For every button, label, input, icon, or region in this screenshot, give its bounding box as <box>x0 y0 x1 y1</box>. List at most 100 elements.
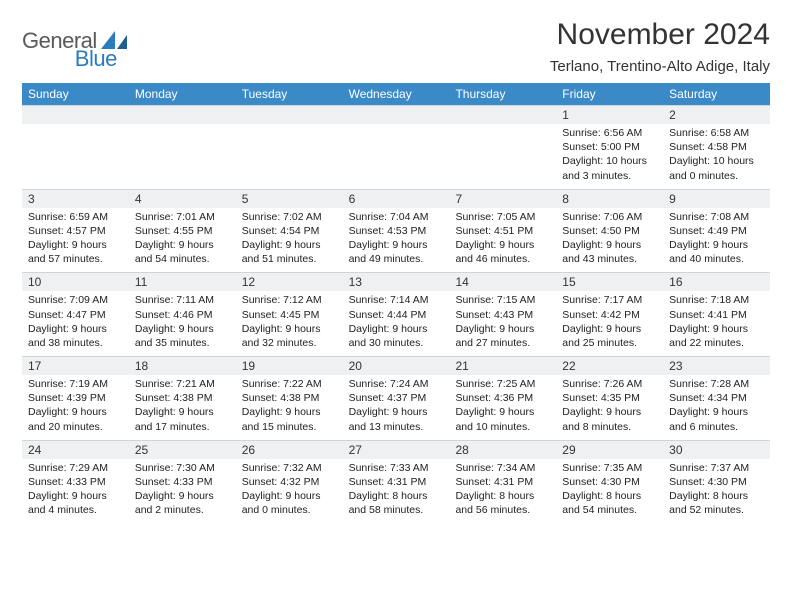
day-number: 26 <box>236 441 343 459</box>
day-cell: 8Sunrise: 7:06 AMSunset: 4:50 PMDaylight… <box>556 189 663 273</box>
day-cell: 15 Sunrise: 7:17 AMSunset: 4:42 PMDayligh… <box>556 272 663 356</box>
week-row: 1 Sunrise: 6:56 AMSunset: 5:00 PMDaylight… <box>22 105 770 189</box>
day-number: 14 <box>449 273 556 291</box>
day-cell: 18 Sunrise: 7:21 AMSunset: 4:38 PMDayligh… <box>129 356 236 440</box>
day-info: Sunrise: 7:35 AMSunset: 4:30 PMDaylight:… <box>562 461 657 518</box>
day-info: Sunrise: 7:15 AMSunset: 4:43 PMDaylight:… <box>455 293 550 350</box>
day-cell: 21 Sunrise: 7:25 AMSunset: 4:36 PMDayligh… <box>449 356 556 440</box>
week-row: 24 Sunrise: 7:29 AMSunset: 4:33 PMDayligh… <box>22 440 770 524</box>
day-cell: 26 Sunrise: 7:32 AMSunset: 4:32 PMDayligh… <box>236 440 343 524</box>
day-number: 21 <box>449 357 556 375</box>
day-number <box>129 106 236 124</box>
dow-cell: Monday <box>129 83 236 105</box>
day-cell: 9 Sunrise: 7:08 AMSunset: 4:49 PMDaylight… <box>663 189 770 273</box>
day-number: 4 <box>129 190 236 208</box>
day-info: Sunrise: 7:37 AMSunset: 4:30 PMDaylight:… <box>669 461 764 518</box>
day-info: Sunrise: 7:21 AMSunset: 4:38 PMDaylight:… <box>135 377 230 434</box>
day-info: Sunrise: 7:09 AMSunset: 4:47 PMDaylight:… <box>28 293 123 350</box>
day-cell: 17Sunrise: 7:19 AMSunset: 4:39 PMDayligh… <box>22 356 129 440</box>
day-info: Sunrise: 7:06 AMSunset: 4:50 PMDaylight:… <box>562 210 657 267</box>
day-cell: 3 Sunrise: 6:59 AMSunset: 4:57 PMDaylight… <box>22 189 129 273</box>
day-number: 28 <box>449 441 556 459</box>
day-number: 15 <box>556 273 663 291</box>
day-cell: 7 Sunrise: 7:05 AMSunset: 4:51 PMDaylight… <box>449 189 556 273</box>
day-number: 27 <box>343 441 450 459</box>
day-number: 19 <box>236 357 343 375</box>
day-number: 5 <box>236 190 343 208</box>
day-number: 2 <box>663 106 770 124</box>
location: Terlano, Trentino-Alto Adige, Italy <box>550 58 770 75</box>
day-info: Sunrise: 7:33 AMSunset: 4:31 PMDaylight:… <box>349 461 444 518</box>
day-cell: 16 Sunrise: 7:18 AMSunset: 4:41 PMDayligh… <box>663 272 770 356</box>
day-number: 11 <box>129 273 236 291</box>
day-number: 29 <box>556 441 663 459</box>
day-cell <box>236 105 343 189</box>
day-info: Sunrise: 7:01 AMSunset: 4:55 PMDaylight:… <box>135 210 230 267</box>
day-cell <box>22 105 129 189</box>
day-cell <box>343 105 450 189</box>
day-info: Sunrise: 7:25 AMSunset: 4:36 PMDaylight:… <box>455 377 550 434</box>
day-number <box>449 106 556 124</box>
dow-cell: Sunday <box>22 83 129 105</box>
day-cell: 1 Sunrise: 6:56 AMSunset: 5:00 PMDaylight… <box>556 105 663 189</box>
day-info: Sunrise: 7:29 AMSunset: 4:33 PMDaylight:… <box>28 461 123 518</box>
day-number: 13 <box>343 273 450 291</box>
day-info: Sunrise: 7:28 AMSunset: 4:34 PMDaylight:… <box>669 377 764 434</box>
day-info: Sunrise: 6:58 AMSunset: 4:58 PMDaylight:… <box>669 126 764 183</box>
day-cell <box>129 105 236 189</box>
header: General Blue November 2024 Terlano, Tren… <box>22 18 770 75</box>
dow-cell: Thursday <box>449 83 556 105</box>
day-cell: 13 Sunrise: 7:14 AMSunset: 4:44 PMDayligh… <box>343 272 450 356</box>
calendar: SundayMondayTuesdayWednesdayThursdayFrid… <box>22 83 770 523</box>
day-number: 1 <box>556 106 663 124</box>
month-title: November 2024 <box>550 18 770 52</box>
day-cell: 6Sunrise: 7:04 AMSunset: 4:53 PMDaylight… <box>343 189 450 273</box>
day-cell: 22 Sunrise: 7:26 AMSunset: 4:35 PMDayligh… <box>556 356 663 440</box>
day-cell: 2 Sunrise: 6:58 AMSunset: 4:58 PMDaylight… <box>663 105 770 189</box>
dow-cell: Saturday <box>663 83 770 105</box>
day-of-week-header: SundayMondayTuesdayWednesdayThursdayFrid… <box>22 83 770 105</box>
day-cell <box>449 105 556 189</box>
day-cell: 23 Sunrise: 7:28 AMSunset: 4:34 PMDayligh… <box>663 356 770 440</box>
day-cell: 30Sunrise: 7:37 AMSunset: 4:30 PMDayligh… <box>663 440 770 524</box>
day-cell: 24 Sunrise: 7:29 AMSunset: 4:33 PMDayligh… <box>22 440 129 524</box>
day-number: 12 <box>236 273 343 291</box>
day-info: Sunrise: 7:34 AMSunset: 4:31 PMDaylight:… <box>455 461 550 518</box>
day-number: 20 <box>343 357 450 375</box>
day-number: 25 <box>129 441 236 459</box>
day-number: 3 <box>22 190 129 208</box>
dow-cell: Friday <box>556 83 663 105</box>
day-info: Sunrise: 7:05 AMSunset: 4:51 PMDaylight:… <box>455 210 550 267</box>
day-info: Sunrise: 7:02 AMSunset: 4:54 PMDaylight:… <box>242 210 337 267</box>
logo: General Blue <box>22 18 173 54</box>
day-number <box>343 106 450 124</box>
day-number: 23 <box>663 357 770 375</box>
day-info: Sunrise: 7:08 AMSunset: 4:49 PMDaylight:… <box>669 210 764 267</box>
day-cell: 19Sunrise: 7:22 AMSunset: 4:38 PMDayligh… <box>236 356 343 440</box>
day-info: Sunrise: 7:26 AMSunset: 4:35 PMDaylight:… <box>562 377 657 434</box>
day-info: Sunrise: 6:56 AMSunset: 5:00 PMDaylight:… <box>562 126 657 183</box>
day-number: 22 <box>556 357 663 375</box>
day-info: Sunrise: 7:18 AMSunset: 4:41 PMDaylight:… <box>669 293 764 350</box>
day-info: Sunrise: 7:12 AMSunset: 4:45 PMDaylight:… <box>242 293 337 350</box>
dow-cell: Tuesday <box>236 83 343 105</box>
day-info: Sunrise: 7:32 AMSunset: 4:32 PMDaylight:… <box>242 461 337 518</box>
week-row: 17Sunrise: 7:19 AMSunset: 4:39 PMDayligh… <box>22 356 770 440</box>
week-row: 3 Sunrise: 6:59 AMSunset: 4:57 PMDaylight… <box>22 189 770 273</box>
day-number: 17 <box>22 357 129 375</box>
day-info: Sunrise: 6:59 AMSunset: 4:57 PMDaylight:… <box>28 210 123 267</box>
day-info: Sunrise: 7:14 AMSunset: 4:44 PMDaylight:… <box>349 293 444 350</box>
day-number: 24 <box>22 441 129 459</box>
day-info: Sunrise: 7:17 AMSunset: 4:42 PMDaylight:… <box>562 293 657 350</box>
day-number: 7 <box>449 190 556 208</box>
title-block: November 2024 Terlano, Trentino-Alto Adi… <box>550 18 770 75</box>
day-cell: 29 Sunrise: 7:35 AMSunset: 4:30 PMDayligh… <box>556 440 663 524</box>
day-number: 9 <box>663 190 770 208</box>
day-number <box>236 106 343 124</box>
day-cell: 27 Sunrise: 7:33 AMSunset: 4:31 PMDayligh… <box>343 440 450 524</box>
day-cell: 14 Sunrise: 7:15 AMSunset: 4:43 PMDayligh… <box>449 272 556 356</box>
day-info: Sunrise: 7:11 AMSunset: 4:46 PMDaylight:… <box>135 293 230 350</box>
day-number: 18 <box>129 357 236 375</box>
day-number <box>22 106 129 124</box>
day-number: 16 <box>663 273 770 291</box>
